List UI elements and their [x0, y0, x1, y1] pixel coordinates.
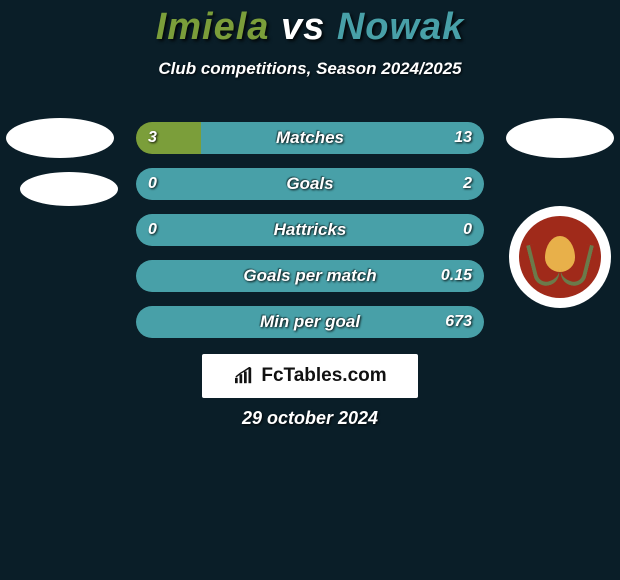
club-badge-placeholder [20, 172, 118, 206]
player2-name: Nowak [337, 6, 464, 48]
brand-label: FcTables.com [261, 365, 386, 387]
stat-label: Goals per match [136, 260, 484, 292]
club-badge-placeholder [506, 118, 614, 158]
stat-label: Matches [136, 122, 484, 154]
subtitle: Club competitions, Season 2024/2025 [0, 59, 620, 79]
left-badges-column [0, 118, 120, 220]
brand-chart-icon [233, 367, 255, 385]
stat-bar: 0.15Goals per match [136, 260, 484, 292]
vs-separator: vs [281, 6, 325, 48]
stat-label: Min per goal [136, 306, 484, 338]
stat-bar: 00Hattricks [136, 214, 484, 246]
brand-box: FcTables.com [202, 354, 418, 398]
stat-bar: 673Min per goal [136, 306, 484, 338]
right-badges-column [500, 118, 620, 308]
stat-label: Goals [136, 168, 484, 200]
crest-inner [519, 216, 601, 298]
comparison-bars: 313Matches 02Goals 00Hattricks 0.15Goals pe… [136, 122, 484, 352]
page-title: Imiela vs Nowak [0, 0, 620, 49]
club-crest [509, 206, 611, 308]
club-badge-placeholder [6, 118, 114, 158]
stat-label: Hattricks [136, 214, 484, 246]
stat-bar: 02Goals [136, 168, 484, 200]
stat-bar: 313Matches [136, 122, 484, 154]
date-label: 29 october 2024 [0, 408, 620, 429]
player1-name: Imiela [156, 6, 270, 48]
